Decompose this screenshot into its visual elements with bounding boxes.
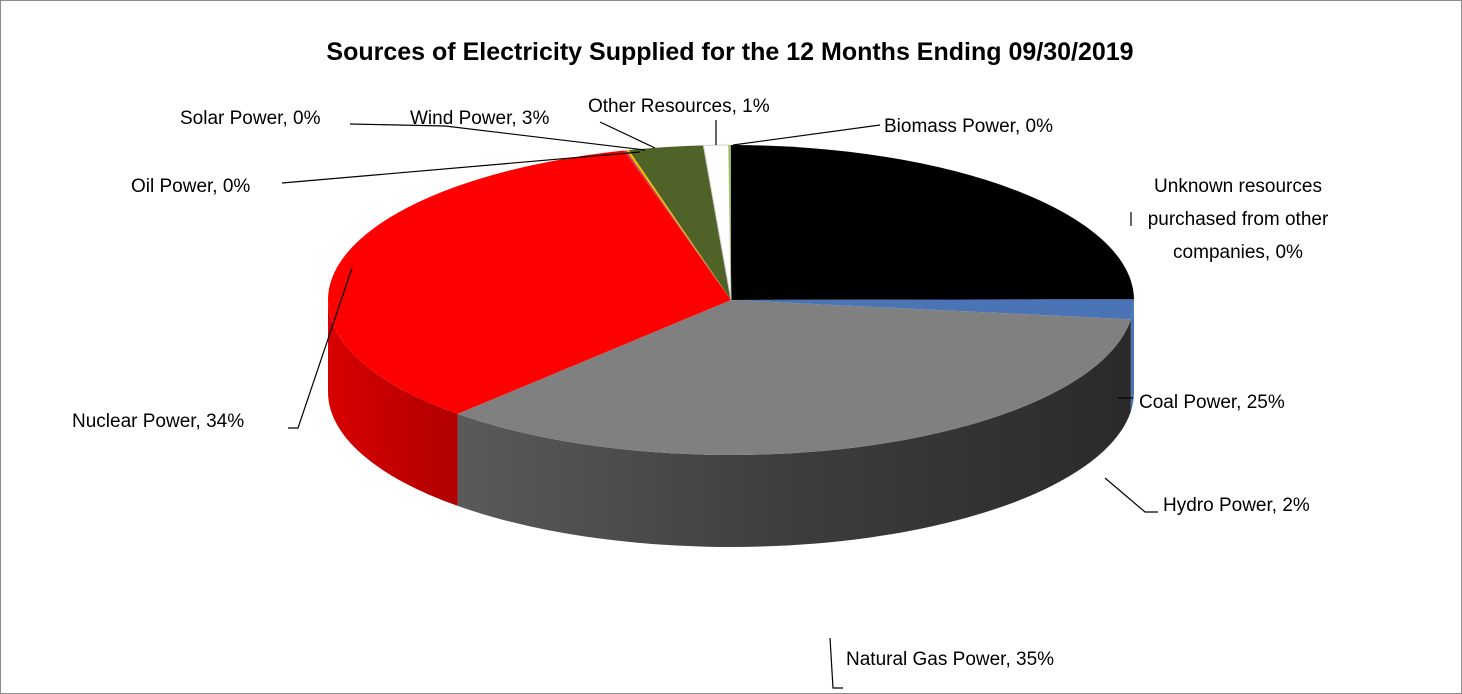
leader-line-biomass — [732, 124, 881, 146]
label-unknown-line-1: Unknown resources — [1154, 176, 1322, 197]
label-wind: Wind Power, 3% — [410, 108, 549, 129]
pie-side-nuclear-power — [328, 300, 458, 506]
label-natural-gas: Natural Gas Power, 35% — [846, 649, 1054, 670]
label-unknown-line-2: purchased from other — [1148, 209, 1329, 230]
leader-line-solar — [349, 123, 646, 151]
label-nuclear: Nuclear Power, 34% — [72, 411, 244, 432]
chart-title: Sources of Electricity Supplied for the … — [326, 38, 1134, 66]
pie-slice-biomass-power — [728, 145, 731, 300]
leader-line-oil — [281, 151, 641, 184]
pie-slice-natural-gas-power — [457, 300, 1131, 456]
pie-slice-coal-power — [731, 145, 1134, 300]
leader-lines — [281, 120, 1158, 689]
pie-slice-other-resources — [702, 144, 732, 301]
label-coal: Coal Power, 25% — [1139, 392, 1285, 413]
pie-side-natural-gas-power — [457, 319, 1131, 547]
pie-slice-oil-power — [624, 150, 731, 300]
leader-line-nuclear — [288, 267, 353, 429]
leader-line-gas — [829, 637, 843, 689]
label-hydro: Hydro Power, 2% — [1163, 495, 1310, 516]
label-other-resources: Other Resources, 1% — [588, 96, 770, 117]
label-oil: Oil Power, 0% — [131, 176, 250, 197]
label-unknown-line-3: companies, 0% — [1173, 242, 1303, 263]
leader-line-hydro — [1104, 477, 1158, 513]
pie-slice-nuclear-power — [327, 150, 731, 414]
pie-slice-solar-power — [626, 150, 731, 300]
pie-side-hydro-power — [1130, 300, 1134, 412]
pie-slice-unknown-resources-purchased-from-other-companies — [731, 299, 1134, 300]
pie-slice-wind-power — [628, 145, 731, 300]
leader-line-wind — [599, 121, 656, 149]
label-solar: Solar Power, 0% — [180, 108, 321, 129]
pie-slice-hydro-power — [731, 300, 1134, 320]
label-biomass: Biomass Power, 0% — [884, 116, 1053, 137]
